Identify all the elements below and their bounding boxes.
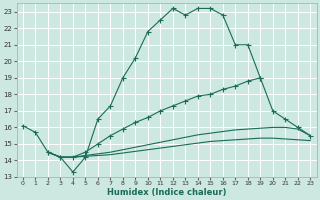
X-axis label: Humidex (Indice chaleur): Humidex (Indice chaleur)	[107, 188, 226, 197]
